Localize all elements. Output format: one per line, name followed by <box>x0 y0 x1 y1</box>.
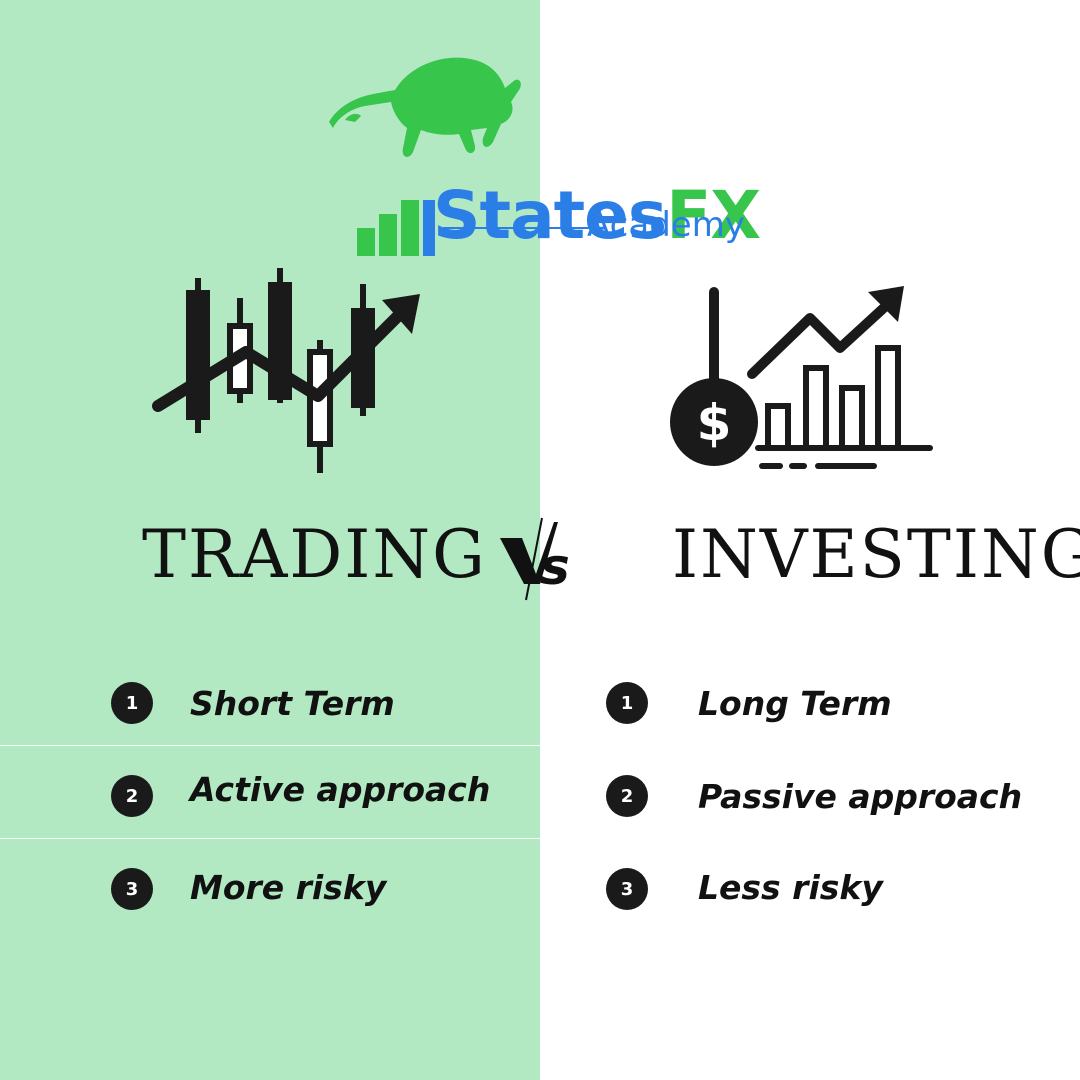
trading-point-label: Short Term <box>190 684 395 723</box>
bar-chart-logo-icon <box>357 200 435 256</box>
row-divider <box>0 745 540 746</box>
trading-point-label: More risky <box>190 868 387 907</box>
brand-logo: StatesFX Academy <box>325 50 765 260</box>
investing-point-label: Less risky <box>698 868 883 907</box>
number-badge: 2 <box>606 775 648 817</box>
number-badge: 2 <box>111 775 153 817</box>
bull-logo-icon <box>329 57 521 157</box>
number-badge: 1 <box>606 682 648 724</box>
brand-name-states: States <box>433 177 667 254</box>
investing-point-label: Long Term <box>698 684 892 723</box>
investing-title: INVESTING <box>672 516 1080 593</box>
list-item: 2 <box>606 775 648 817</box>
versus-mark: s <box>500 517 570 601</box>
investing-point-label: Passive approach <box>698 777 1023 816</box>
number-badge: 3 <box>606 868 648 910</box>
trading-point-label: Active approach <box>190 770 491 809</box>
versus-text: s <box>540 538 570 596</box>
brand-underline <box>443 227 593 229</box>
list-item: 3 <box>606 868 648 910</box>
list-item: 1 <box>606 682 648 724</box>
number-badge: 1 <box>111 682 153 724</box>
brand-name-fx: FX <box>666 177 761 254</box>
svg-text:$: $ <box>697 394 732 452</box>
trading-panel <box>0 0 540 1080</box>
brand-name: StatesFX <box>433 183 761 249</box>
number-badge: 3 <box>111 868 153 910</box>
candlestick-chart-icon <box>152 268 420 473</box>
list-item: 3 <box>111 868 153 910</box>
list-item: 2 <box>111 775 153 817</box>
investment-growth-icon: $ <box>670 286 933 469</box>
brand-subtitle: Academy <box>587 205 745 245</box>
trading-title: TRADING <box>142 516 487 593</box>
list-item: 1 <box>111 682 153 724</box>
row-divider <box>0 838 540 839</box>
